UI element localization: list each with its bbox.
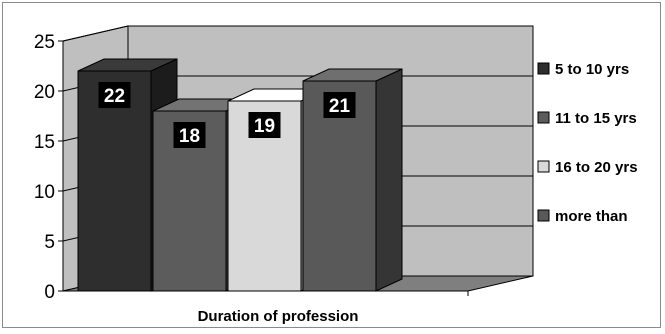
data-label-box xyxy=(323,92,356,118)
legend-label: 5 to 10 yrs xyxy=(555,61,629,78)
bars: 22 18 19 21 xyxy=(77,58,403,292)
legend-item: 5 to 10 yrs xyxy=(537,61,629,78)
data-label-box xyxy=(173,122,206,148)
legend-item: 11 to 15 yrs xyxy=(537,110,637,127)
y-tick-label: 10 xyxy=(34,182,55,203)
y-tick-label: 25 xyxy=(34,32,55,53)
y-tick-label: 20 xyxy=(34,82,55,103)
data-label-box xyxy=(248,112,281,138)
bar-side xyxy=(375,68,403,292)
gridline xyxy=(62,25,533,42)
data-label: 18 xyxy=(179,126,200,147)
y-tick-label: 0 xyxy=(44,282,55,303)
bar-chart: 0 5 10 15 20 25 22 18 19 21 5 to 10 yrs 11 to 15 … xyxy=(34,25,638,325)
legend: 5 to 10 yrs 11 to 15 yrs 16 to 20 yrs more … xyxy=(537,61,638,225)
legend-swatch xyxy=(537,209,550,222)
x-axis-label: Duration of profession xyxy=(198,308,359,325)
legend-swatch xyxy=(537,111,550,124)
legend-item: more than xyxy=(537,208,628,225)
legend-item: 16 to 20 yrs xyxy=(537,159,638,176)
legend-swatch xyxy=(537,160,550,173)
legend-label: 11 to 15 yrs xyxy=(555,110,637,127)
legend-label: more than xyxy=(555,208,628,225)
legend-label: 16 to 20 yrs xyxy=(555,159,638,176)
y-tick-label: 15 xyxy=(34,132,55,153)
chart-frame: 0 5 10 15 20 25 22 18 19 21 5 to 10 yrs 11 to 15 … xyxy=(2,2,661,328)
data-label: 21 xyxy=(329,96,351,117)
bar-4: 21 xyxy=(302,68,403,292)
data-label: 22 xyxy=(104,86,125,107)
data-label-box xyxy=(98,82,131,108)
y-tick-label: 5 xyxy=(44,232,55,253)
bar-front xyxy=(77,70,152,292)
y-axis: 0 5 10 15 20 25 xyxy=(34,32,469,303)
data-label: 19 xyxy=(254,116,275,137)
legend-swatch xyxy=(537,62,550,75)
